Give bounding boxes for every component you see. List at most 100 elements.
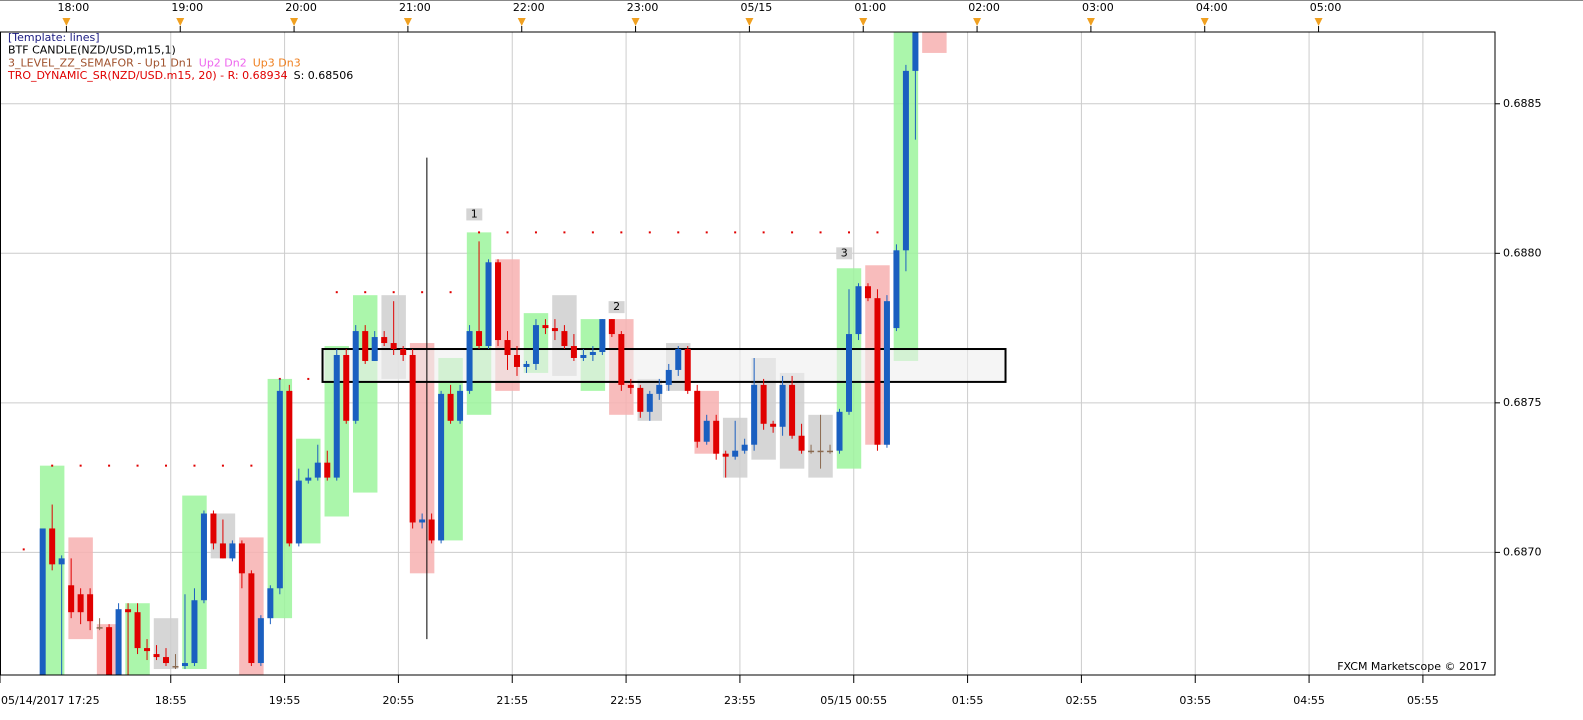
legend-line: TRO_DYNAMIC_SR(NZD/USD.m15, 20) - R: 0.6… bbox=[7, 69, 353, 82]
candle-body bbox=[305, 477, 312, 481]
top-tick-label: 05:00 bbox=[1310, 1, 1342, 14]
candle-body bbox=[144, 648, 151, 652]
plot-frame bbox=[0, 31, 1496, 676]
y-tick-label: 0.6885 bbox=[1503, 97, 1542, 110]
candle-body bbox=[789, 384, 796, 436]
candle-body bbox=[257, 618, 264, 664]
top-tick-label: 20:00 bbox=[285, 1, 317, 14]
candle-body bbox=[817, 450, 824, 453]
candle-body bbox=[912, 32, 919, 71]
top-tick-marker bbox=[176, 18, 185, 26]
top-tick-marker bbox=[517, 18, 526, 26]
legend-text: 3_LEVEL_ZZ_SEMAFOR - Up1 Dn1 bbox=[8, 56, 193, 69]
candle-body bbox=[580, 354, 587, 358]
candle-body bbox=[864, 286, 871, 299]
candle-body bbox=[513, 354, 520, 367]
top-tick-label: 03:00 bbox=[1082, 1, 1114, 14]
candle-body bbox=[390, 343, 397, 350]
sr-dot bbox=[335, 291, 338, 294]
candle-body bbox=[523, 363, 530, 367]
candle-body bbox=[703, 420, 710, 442]
candle-body bbox=[770, 423, 777, 427]
candle-body bbox=[457, 390, 464, 421]
candle-body bbox=[447, 393, 454, 421]
sr-dot bbox=[819, 231, 822, 234]
candle-body bbox=[551, 328, 558, 332]
sr-dot bbox=[677, 231, 680, 234]
top-tick-marker bbox=[631, 18, 640, 26]
candle-body bbox=[732, 450, 739, 457]
candle-body bbox=[77, 594, 84, 613]
candle-body bbox=[627, 384, 634, 388]
sr-dot bbox=[734, 231, 737, 234]
x-tick-label: 05/15 00:55 bbox=[820, 694, 887, 707]
sr-dot bbox=[478, 231, 481, 234]
candle-body bbox=[181, 663, 188, 667]
candle-body bbox=[191, 600, 198, 664]
candle-body bbox=[219, 543, 226, 559]
x-tick-label: 22:55 bbox=[610, 694, 642, 707]
legend-text: TRO_DYNAMIC_SR(NZD/USD.m15, 20) - R: 0.6… bbox=[7, 69, 288, 82]
top-tick-label: 18:00 bbox=[58, 1, 90, 14]
candle-body bbox=[333, 354, 340, 478]
sr-dot bbox=[563, 231, 566, 234]
x-tick-label: 21:55 bbox=[496, 694, 528, 707]
candle-body bbox=[665, 369, 672, 385]
candle-body bbox=[495, 262, 502, 341]
candle-body bbox=[561, 331, 568, 347]
candle-body bbox=[827, 450, 834, 453]
candle-body bbox=[589, 352, 596, 355]
candle-body bbox=[324, 462, 331, 478]
top-tick-label: 19:00 bbox=[171, 1, 203, 14]
candle-body bbox=[656, 384, 663, 394]
x-tick-label: 18:55 bbox=[155, 694, 187, 707]
sr-dot bbox=[591, 231, 594, 234]
sr-dot bbox=[79, 464, 82, 467]
y-tick-label: 0.6870 bbox=[1503, 545, 1542, 558]
candle-body bbox=[883, 301, 890, 445]
top-tick-label: 02:00 bbox=[968, 1, 1000, 14]
candle-body bbox=[618, 334, 625, 385]
top-tick-label: 22:00 bbox=[513, 1, 545, 14]
candle-body bbox=[902, 70, 909, 251]
candle-body bbox=[808, 450, 815, 453]
top-tick-label: 21:00 bbox=[399, 1, 431, 14]
candle-body bbox=[381, 337, 388, 344]
candle-body bbox=[295, 480, 302, 544]
candle-body bbox=[314, 462, 321, 478]
top-tick-label: 01:00 bbox=[854, 1, 886, 14]
top-tick-marker bbox=[745, 18, 754, 26]
x-tick-label: 20:55 bbox=[383, 694, 415, 707]
legend-line: [Template: lines] bbox=[8, 31, 100, 44]
x-tick-label: 01:55 bbox=[952, 694, 984, 707]
sr-dot bbox=[534, 231, 537, 234]
x-tick-label: 04:55 bbox=[1293, 694, 1325, 707]
candle-body bbox=[419, 519, 426, 523]
candle-body bbox=[276, 390, 283, 589]
candle-body bbox=[713, 420, 720, 454]
top-tick-label: 23:00 bbox=[627, 1, 659, 14]
x-tick-label: 02:55 bbox=[1066, 694, 1098, 707]
candle-body bbox=[371, 337, 378, 361]
top-tick-marker bbox=[859, 18, 868, 26]
zone-rectangle bbox=[321, 348, 1007, 383]
candle-body bbox=[798, 435, 805, 451]
sr-dot bbox=[449, 291, 452, 294]
candle-body bbox=[675, 349, 682, 370]
watermark: FXCM Marketscope © 2017 bbox=[1337, 660, 1487, 673]
candle-body bbox=[134, 612, 141, 649]
candle-body bbox=[210, 513, 217, 544]
candle-body bbox=[352, 331, 359, 421]
sr-dot bbox=[108, 464, 111, 467]
candle-body bbox=[125, 609, 132, 613]
sr-dot bbox=[620, 231, 623, 234]
candle-body bbox=[428, 519, 435, 541]
sr-dot bbox=[648, 231, 651, 234]
top-tick-marker bbox=[290, 18, 299, 26]
candle-body bbox=[466, 331, 473, 391]
top-tick-label: 05/15 bbox=[741, 1, 773, 14]
legend-text: [Template: lines] bbox=[8, 31, 100, 44]
legend-text: S: 0.68506 bbox=[294, 69, 354, 82]
candle-body bbox=[58, 558, 65, 565]
